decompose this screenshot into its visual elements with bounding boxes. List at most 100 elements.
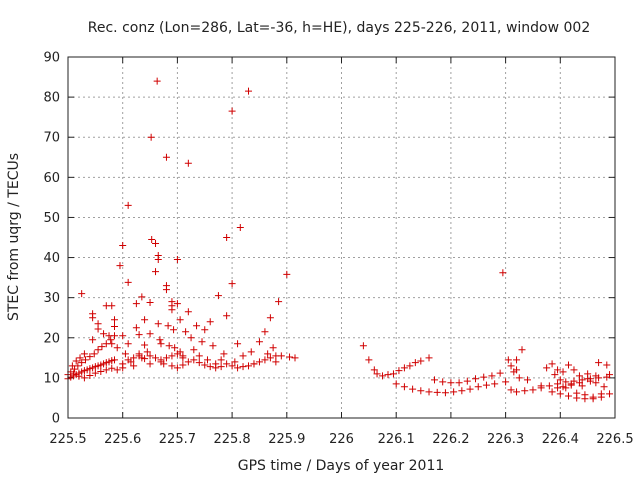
data-point	[124, 356, 132, 364]
x-tick-label: 225.8	[213, 432, 250, 447]
y-tick-label: 60	[43, 171, 60, 186]
data-point	[565, 361, 573, 369]
data-point	[543, 364, 551, 372]
data-point	[108, 340, 116, 348]
data-point	[502, 378, 510, 386]
data-point	[523, 376, 531, 384]
data-point	[559, 368, 567, 376]
data-point	[261, 328, 269, 336]
data-point	[173, 256, 181, 264]
y-tick-label: 0	[52, 412, 60, 427]
y-tick-label: 90	[43, 51, 60, 66]
data-point	[275, 298, 283, 306]
data-point	[551, 371, 559, 379]
data-point	[245, 362, 253, 370]
data-point	[214, 292, 222, 300]
data-point	[261, 356, 269, 364]
x-tick-label: 226.2	[432, 432, 469, 447]
data-point	[138, 293, 146, 301]
data-point	[100, 330, 108, 338]
data-point	[592, 379, 600, 387]
data-point	[430, 376, 438, 384]
data-point	[570, 366, 578, 374]
data-points	[64, 77, 614, 403]
data-point	[384, 371, 392, 379]
data-point	[228, 107, 236, 115]
data-point	[195, 352, 203, 360]
data-point	[162, 354, 170, 362]
data-point	[417, 357, 425, 365]
data-point	[255, 358, 263, 366]
data-point	[507, 386, 515, 394]
data-point	[203, 356, 211, 364]
data-point	[152, 240, 160, 248]
x-tick-label: 225.6	[104, 432, 141, 447]
data-point	[212, 364, 220, 372]
data-point	[272, 358, 280, 366]
data-point	[425, 388, 433, 396]
data-point	[472, 375, 480, 383]
data-point	[529, 386, 537, 394]
data-point	[193, 322, 201, 330]
data-point	[152, 354, 160, 362]
data-point	[113, 366, 121, 374]
data-point	[168, 306, 176, 314]
y-tick-label: 80	[43, 91, 60, 106]
data-point	[554, 366, 562, 374]
data-point	[157, 340, 165, 348]
data-point	[373, 370, 381, 378]
data-point	[450, 388, 458, 396]
data-point	[463, 377, 471, 385]
data-point	[239, 352, 247, 360]
data-point	[170, 326, 178, 334]
data-point	[108, 364, 116, 372]
data-point	[168, 352, 176, 360]
data-point	[156, 336, 164, 344]
data-point	[573, 394, 581, 402]
data-point	[392, 380, 400, 388]
data-point	[272, 352, 280, 360]
data-point	[247, 348, 255, 356]
plot-frame	[67, 56, 616, 419]
data-point	[545, 382, 553, 390]
data-point	[597, 393, 605, 401]
data-point	[90, 350, 98, 358]
data-point	[600, 383, 608, 391]
data-point	[141, 316, 149, 324]
data-point	[141, 355, 149, 363]
data-point	[606, 371, 614, 379]
data-point	[187, 334, 195, 342]
data-point	[482, 381, 490, 389]
data-point	[206, 363, 214, 371]
data-point	[147, 133, 155, 141]
data-point	[234, 364, 242, 372]
data-point	[417, 387, 425, 395]
data-point	[425, 354, 433, 362]
data-point	[513, 366, 521, 374]
data-point	[269, 344, 277, 352]
data-point	[565, 392, 573, 400]
data-point	[132, 300, 140, 308]
data-point	[567, 381, 575, 389]
data-point	[291, 354, 299, 362]
data-point	[86, 353, 94, 361]
data-point	[164, 322, 172, 330]
data-point	[148, 236, 156, 244]
x-tick-labels: 225.5 225.6 225.7 225.8 225.9 226 226.1 226.2 22…	[49, 432, 633, 447]
data-point	[283, 270, 291, 278]
y-tick-label: 40	[43, 251, 60, 266]
data-point	[379, 372, 387, 380]
data-point	[124, 340, 132, 348]
data-point	[395, 367, 403, 375]
data-point	[201, 326, 209, 334]
data-point	[154, 256, 162, 264]
data-point	[504, 356, 512, 364]
data-point	[370, 366, 378, 374]
data-point	[556, 376, 564, 384]
data-point	[507, 362, 515, 370]
data-point	[198, 338, 206, 346]
data-point	[110, 356, 118, 364]
data-point	[146, 330, 154, 338]
data-point	[458, 387, 466, 395]
data-point	[190, 346, 198, 354]
